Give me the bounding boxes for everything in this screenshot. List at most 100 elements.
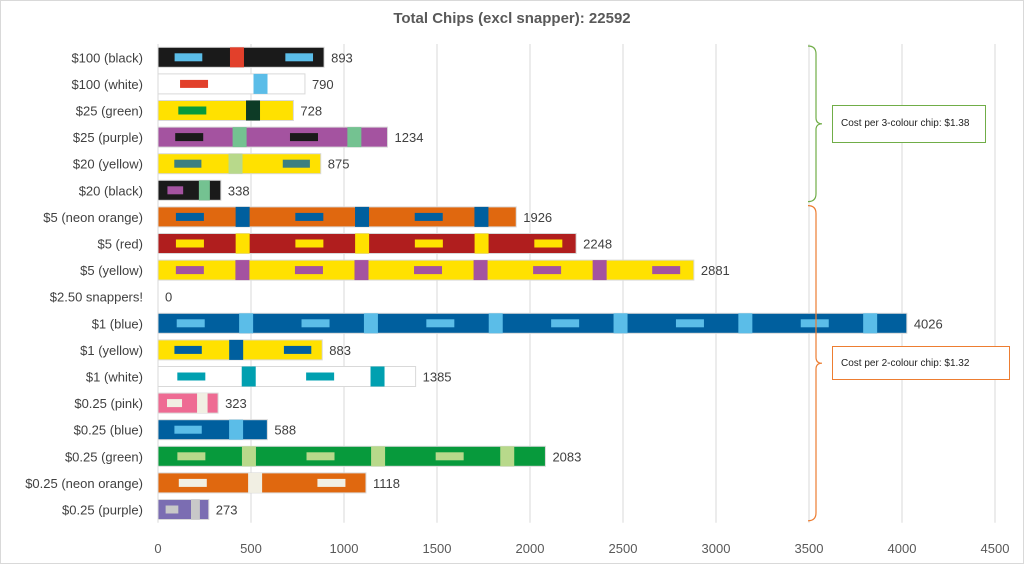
annotation-2-colour-cost: Cost per 2-colour chip: $1.32 (832, 346, 1010, 381)
annotation-bracket (807, 205, 823, 522)
bar-stripe (175, 266, 204, 275)
data-label: 1234 (395, 130, 424, 145)
data-label: 728 (300, 104, 322, 119)
bar-stripe (488, 313, 503, 334)
x-tick-label: 4500 (981, 541, 1010, 556)
x-tick-label: 2500 (609, 541, 638, 556)
category-label: $0.25 (neon orange) (25, 476, 143, 491)
bar-stripe (800, 319, 829, 328)
bar-stripe (175, 133, 204, 142)
bar-stripe (370, 366, 385, 387)
bar-stripe (306, 452, 335, 461)
data-label: 1926 (523, 210, 552, 225)
bar-stripe (167, 186, 184, 195)
bar (157, 445, 546, 467)
data-label: 790 (312, 77, 334, 92)
bar (157, 206, 517, 228)
data-label: 893 (331, 50, 353, 65)
category-label: $100 (black) (71, 50, 143, 65)
bar-stripe (235, 260, 250, 281)
category-label: $2.50 snappers! (50, 290, 143, 305)
bar-stripe (675, 319, 704, 328)
category-label: $5 (yellow) (80, 263, 143, 278)
bar-stripe (197, 393, 208, 414)
bar-stripe (285, 53, 314, 62)
bar-stripe (426, 319, 455, 328)
bar-stripe (282, 159, 310, 168)
bar-stripe (534, 239, 563, 248)
category-label: $1 (white) (86, 370, 143, 385)
bar-stripe (175, 239, 204, 248)
bar-stripe (500, 446, 515, 467)
bar-stripe (235, 233, 250, 254)
data-label: 1385 (423, 370, 452, 385)
data-label: 0 (165, 290, 172, 305)
bar-stripe (175, 212, 204, 221)
bar-stripe (174, 425, 202, 434)
category-label: $0.25 (purple) (62, 503, 143, 518)
annotation-bracket (807, 45, 823, 203)
bar-stripe (295, 239, 324, 248)
bar-stripe (178, 478, 207, 487)
bar-stripe (435, 452, 464, 461)
bar-stripe (363, 313, 378, 334)
bar-stripe (592, 260, 607, 281)
data-label: 4026 (914, 316, 943, 331)
category-label: $0.25 (green) (65, 449, 143, 464)
bar (157, 73, 306, 95)
bar-stripe (235, 206, 250, 227)
category-label: $25 (purple) (73, 130, 143, 145)
x-tick-label: 3000 (702, 541, 731, 556)
data-label: 273 (216, 503, 238, 518)
bar-stripe (473, 260, 488, 281)
chart-title: Total Chips (excl snapper): 22592 (393, 10, 631, 27)
data-label: 2881 (701, 263, 730, 278)
bar (157, 126, 389, 148)
bar-stripe (246, 100, 261, 121)
bar-stripe (229, 419, 244, 440)
bar-stripe (167, 399, 183, 408)
category-label: $1 (yellow) (80, 343, 143, 358)
bar-stripe (738, 313, 753, 334)
x-tick-label: 500 (240, 541, 262, 556)
bar-stripe (551, 319, 580, 328)
bar-stripe (198, 180, 210, 201)
bar-stripe (355, 206, 370, 227)
bar-stripe (241, 366, 256, 387)
bar-stripe (301, 319, 330, 328)
bar-stripe (253, 73, 268, 94)
bar-stripe (165, 505, 179, 514)
data-label: 2083 (552, 449, 581, 464)
category-label: $5 (neon orange) (43, 210, 143, 225)
data-label: 1118 (373, 476, 400, 491)
bar-stripe (347, 127, 362, 148)
x-tick-label: 1500 (423, 541, 452, 556)
bar-stripe (176, 319, 205, 328)
x-tick-label: 4000 (888, 541, 917, 556)
category-label: $0.25 (pink) (74, 396, 143, 411)
category-label: $100 (white) (71, 77, 143, 92)
x-tick-label: 0 (154, 541, 161, 556)
bar-stripe (294, 266, 323, 275)
bar-stripe (289, 133, 318, 142)
bar-stripe (228, 153, 243, 174)
bar-stripe (414, 266, 443, 275)
bar (157, 366, 417, 387)
data-label: 875 (328, 157, 350, 172)
bar-stripe (239, 313, 254, 334)
bar-stripe (232, 127, 247, 148)
annotation-3-colour-cost: Cost per 3-colour chip: $1.38 (832, 104, 986, 143)
data-label: 883 (329, 343, 351, 358)
bar-stripe (533, 266, 562, 275)
data-label: 2248 (583, 237, 612, 252)
x-tick-label: 3500 (795, 541, 824, 556)
bar-stripe (174, 53, 203, 62)
bar-stripe (863, 313, 878, 334)
bar-stripe (248, 472, 263, 493)
bar-stripe (414, 239, 443, 248)
bar-stripe (354, 260, 369, 281)
bar-stripe (229, 47, 244, 68)
bar-stripe (174, 345, 202, 354)
data-label: 338 (228, 183, 250, 198)
bar-stripe (229, 339, 244, 360)
